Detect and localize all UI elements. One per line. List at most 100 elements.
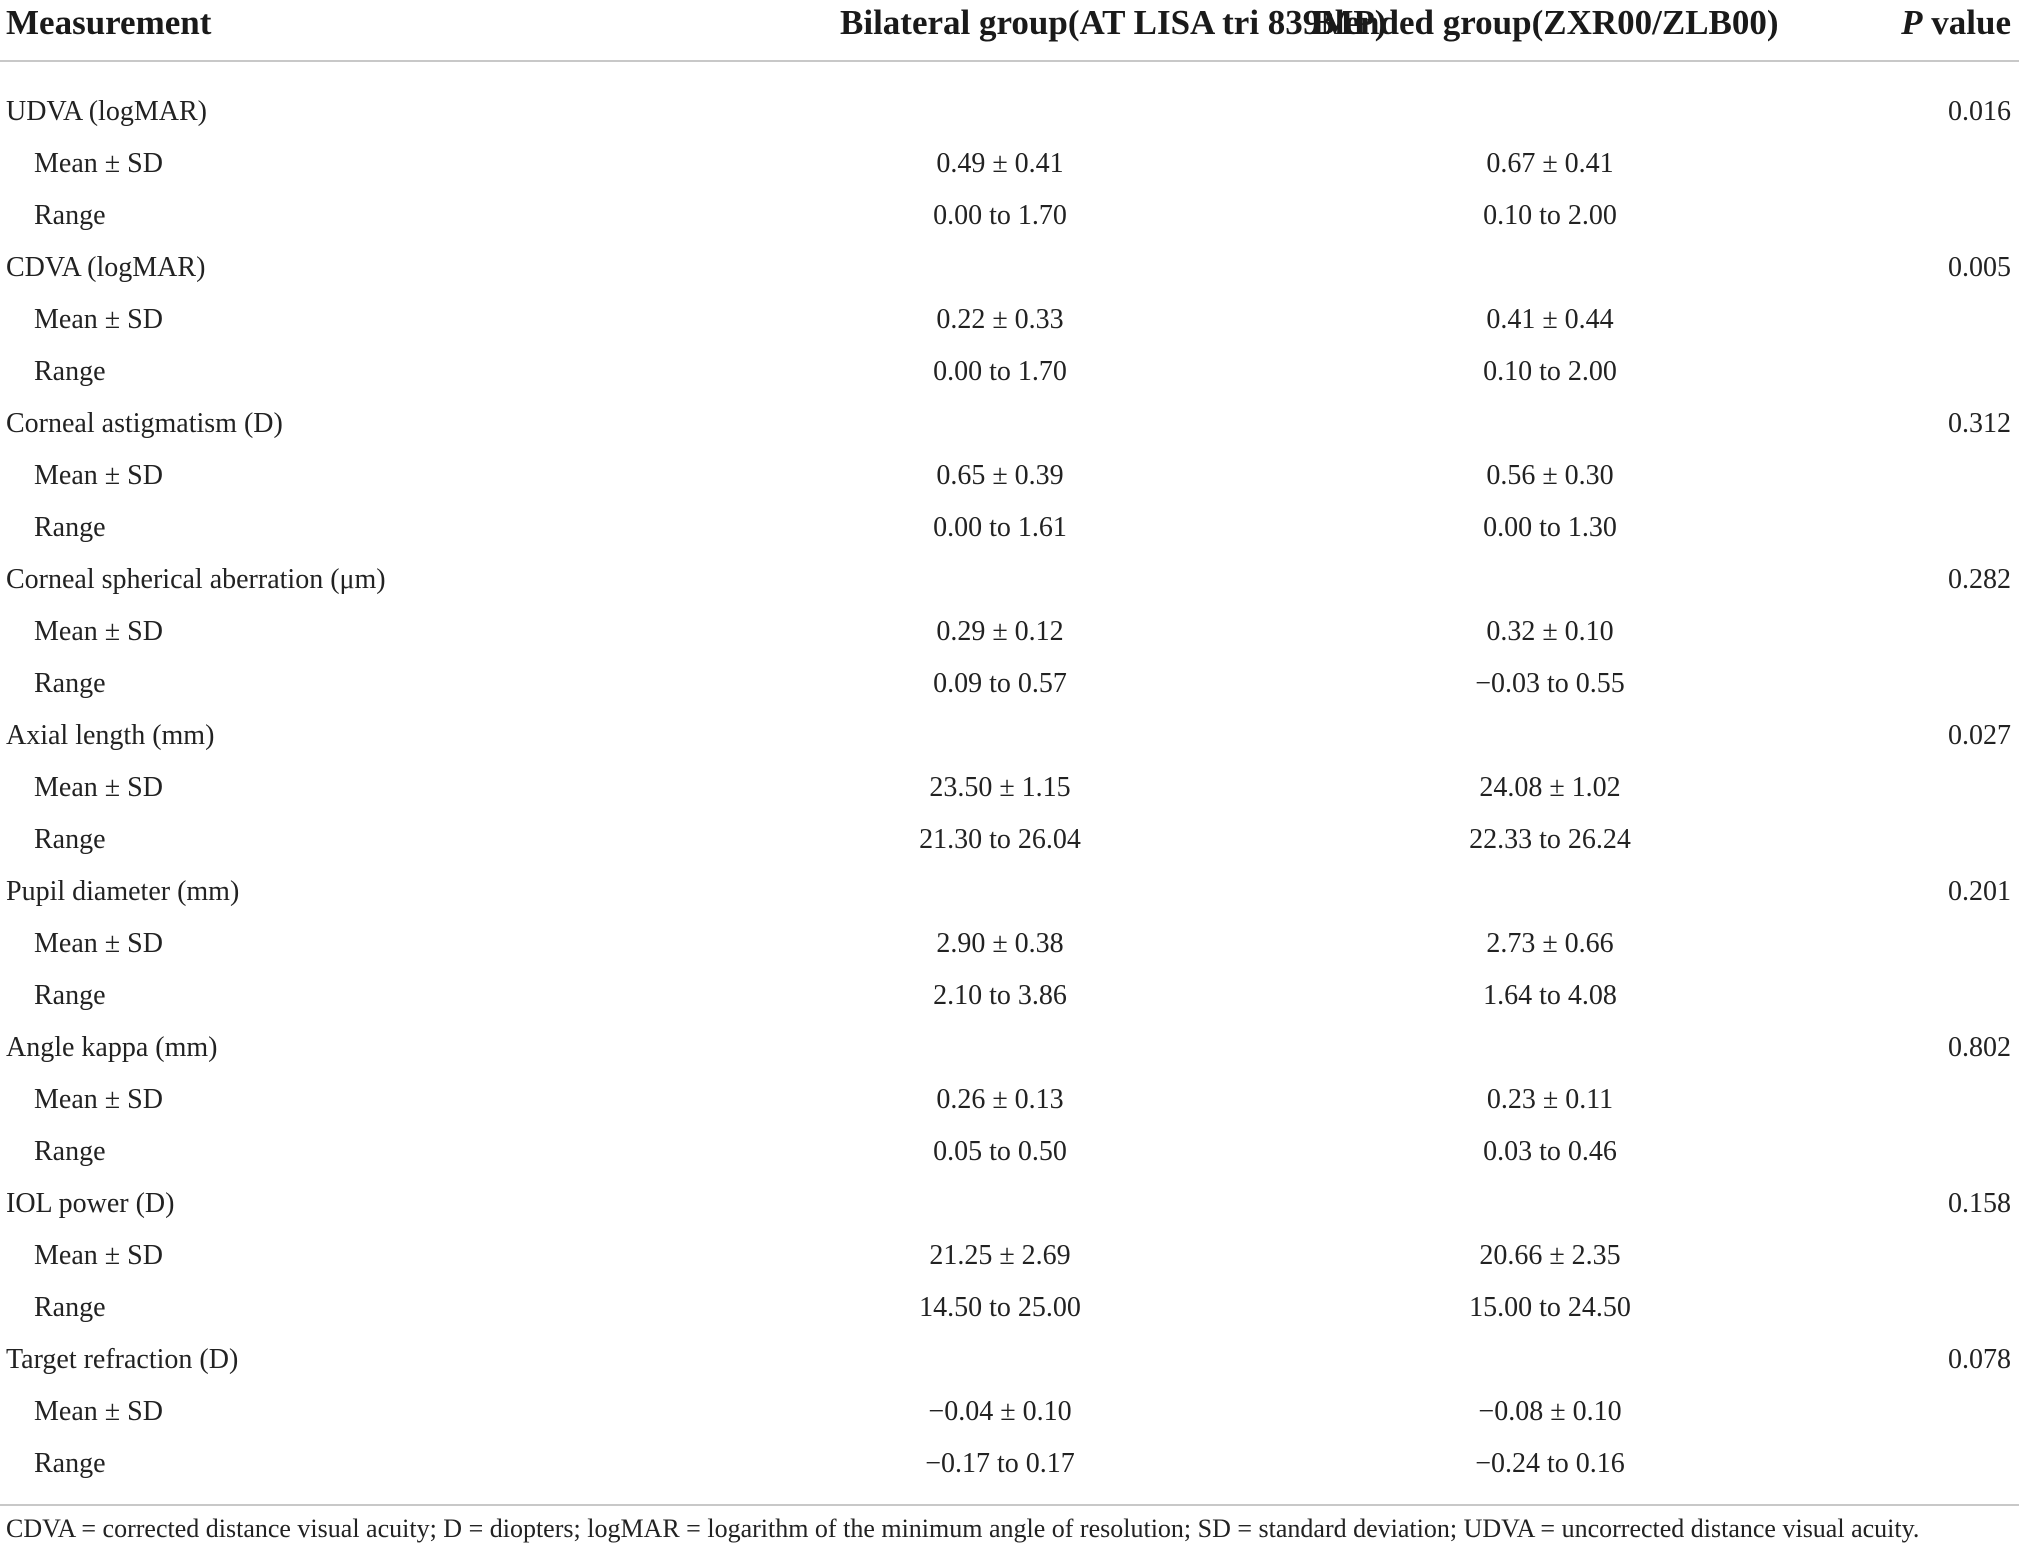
p-value: 0.027: [1948, 720, 2011, 751]
row-label: Range: [34, 1136, 106, 1167]
header-row: Measurement Bilateral group(AT LISA tri …: [0, 0, 2019, 62]
header-p-value: P value: [1810, 0, 2019, 62]
blended-value: [1120, 866, 1810, 918]
p-value: [1810, 970, 2019, 1022]
bilateral-value: 0.65 ± 0.39: [936, 460, 1064, 491]
bilateral-value: 14.50 to 25.00: [919, 1292, 1081, 1323]
bilateral-value: [560, 1178, 1120, 1230]
p-value: [1810, 658, 2019, 710]
blended-value: [1120, 242, 1810, 294]
p-value: 0.201: [1948, 876, 2011, 907]
blended-value: 0.03 to 0.46: [1483, 1136, 1617, 1167]
table-row: IOL power (D) 0.158: [0, 1178, 2019, 1230]
row-label: Mean ± SD: [34, 304, 163, 335]
table-row: Corneal spherical aberration (μm) 0.282: [0, 554, 2019, 606]
row-label: Mean ± SD: [34, 772, 163, 803]
row-label: Mean ± SD: [34, 1240, 163, 1271]
p-value: [1810, 606, 2019, 658]
table-row: Axial length (mm) 0.027: [0, 710, 2019, 762]
blended-value: [1120, 398, 1810, 450]
p-value: [1810, 1074, 2019, 1126]
row-label: Axial length (mm): [6, 720, 215, 751]
bilateral-value: 0.29 ± 0.12: [936, 616, 1064, 647]
bilateral-value: 0.22 ± 0.33: [936, 304, 1064, 335]
blended-value: 0.10 to 2.00: [1483, 200, 1617, 231]
table-row: Range 21.30 to 26.04 22.33 to 26.24: [0, 814, 2019, 866]
p-value: 0.158: [1948, 1188, 2011, 1219]
p-value: 0.016: [1948, 96, 2011, 127]
blended-value: 0.41 ± 0.44: [1486, 304, 1614, 335]
blended-value: −0.03 to 0.55: [1475, 668, 1625, 699]
blended-value: 0.56 ± 0.30: [1486, 460, 1614, 491]
bilateral-value: 0.00 to 1.70: [933, 200, 1067, 231]
bilateral-value: −0.04 ± 0.10: [928, 1396, 1072, 1427]
bilateral-value: 0.00 to 1.70: [933, 356, 1067, 387]
header-p-rest: value: [1922, 3, 2011, 42]
row-label: Range: [34, 824, 106, 855]
bilateral-value: [560, 866, 1120, 918]
table-row: Range 0.05 to 0.50 0.03 to 0.46: [0, 1126, 2019, 1178]
header-measurement: Measurement: [0, 0, 560, 62]
row-label: UDVA (logMAR): [6, 96, 207, 127]
p-value: [1810, 1386, 2019, 1438]
blended-value: [1120, 554, 1810, 606]
p-value: 0.078: [1948, 1344, 2011, 1375]
bilateral-value: 0.05 to 0.50: [933, 1136, 1067, 1167]
bilateral-value: −0.17 to 0.17: [925, 1448, 1075, 1479]
table-row: Range 0.00 to 1.70 0.10 to 2.00: [0, 346, 2019, 398]
table-footnote: CDVA = corrected distance visual acuity;…: [6, 1514, 1920, 1543]
blended-value: 0.67 ± 0.41: [1486, 148, 1614, 179]
table-row: Range 0.09 to 0.57 −0.03 to 0.55: [0, 658, 2019, 710]
row-label: Target refraction (D): [6, 1344, 239, 1375]
bilateral-value: 21.30 to 26.04: [919, 824, 1081, 855]
p-value: [1810, 294, 2019, 346]
p-value: [1810, 1438, 2019, 1490]
row-label: IOL power (D): [6, 1188, 175, 1219]
measurement-table-container: Measurement Bilateral group(AT LISA tri …: [0, 0, 2019, 1490]
p-value: [1810, 1126, 2019, 1178]
table-row: Mean ± SD 0.22 ± 0.33 0.41 ± 0.44: [0, 294, 2019, 346]
bilateral-value: 23.50 ± 1.15: [929, 772, 1071, 803]
p-value: [1810, 502, 2019, 554]
table-row: Range 14.50 to 25.00 15.00 to 24.50: [0, 1282, 2019, 1334]
row-label: Mean ± SD: [34, 148, 163, 179]
p-value: [1810, 1230, 2019, 1282]
p-value: 0.005: [1948, 252, 2011, 283]
blended-value: 22.33 to 26.24: [1469, 824, 1631, 855]
p-value: [1810, 450, 2019, 502]
table-bottom-rule: [0, 1504, 2019, 1506]
p-value: [1810, 346, 2019, 398]
blended-value: [1120, 710, 1810, 762]
bilateral-value: 0.09 to 0.57: [933, 668, 1067, 699]
p-value: 0.802: [1948, 1032, 2011, 1063]
row-label: Angle kappa (mm): [6, 1032, 218, 1063]
row-label: Mean ± SD: [34, 1396, 163, 1427]
bilateral-value: [560, 1334, 1120, 1386]
table-row: Mean ± SD 0.65 ± 0.39 0.56 ± 0.30: [0, 450, 2019, 502]
bilateral-value: [560, 554, 1120, 606]
blended-value: 0.32 ± 0.10: [1486, 616, 1614, 647]
table-header: Measurement Bilateral group(AT LISA tri …: [0, 0, 2019, 62]
header-p-italic: P: [1901, 3, 1923, 42]
blended-value: 2.73 ± 0.66: [1486, 928, 1614, 959]
table-row: Angle kappa (mm) 0.802: [0, 1022, 2019, 1074]
bilateral-value: 0.00 to 1.61: [933, 512, 1067, 543]
bilateral-value: 2.10 to 3.86: [933, 980, 1067, 1011]
row-label: Mean ± SD: [34, 460, 163, 491]
row-label: Mean ± SD: [34, 1084, 163, 1115]
row-label: Corneal astigmatism (D): [6, 408, 283, 439]
row-label: Range: [34, 668, 106, 699]
blended-value: [1120, 1178, 1810, 1230]
bilateral-value: [560, 398, 1120, 450]
table-row: Range 0.00 to 1.61 0.00 to 1.30: [0, 502, 2019, 554]
bilateral-value: 0.26 ± 0.13: [936, 1084, 1064, 1115]
table-row: Mean ± SD 2.90 ± 0.38 2.73 ± 0.66: [0, 918, 2019, 970]
bilateral-value: [560, 710, 1120, 762]
p-value: [1810, 1282, 2019, 1334]
row-label: Corneal spherical aberration (μm): [6, 564, 386, 595]
blended-value: 0.23 ± 0.11: [1486, 1084, 1614, 1115]
bilateral-value: [560, 242, 1120, 294]
table-row: Mean ± SD 21.25 ± 2.69 20.66 ± 2.35: [0, 1230, 2019, 1282]
blended-value: 0.00 to 1.30: [1483, 512, 1617, 543]
row-label: Pupil diameter (mm): [6, 876, 240, 907]
